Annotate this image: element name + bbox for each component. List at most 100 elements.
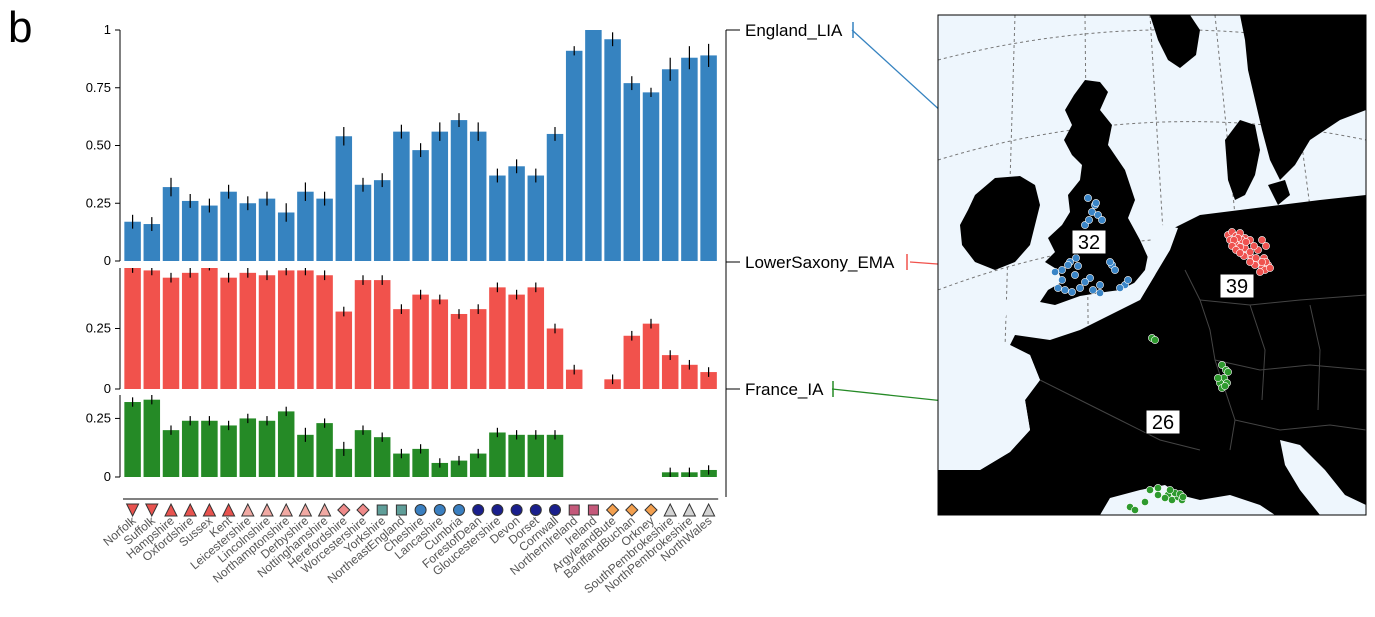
sample-point	[1084, 194, 1092, 202]
bar	[124, 221, 141, 261]
bar	[373, 437, 391, 477]
bar	[354, 280, 372, 389]
region-marker	[260, 502, 274, 517]
bar	[585, 30, 602, 261]
bar	[661, 69, 679, 262]
bar	[162, 430, 180, 477]
bar	[316, 198, 333, 261]
sample-point	[1141, 498, 1149, 506]
bar	[546, 133, 564, 261]
y-tick-label: 0.25	[86, 195, 111, 210]
bar	[489, 175, 506, 261]
bar	[258, 198, 276, 261]
bar	[162, 187, 180, 261]
bar	[412, 294, 429, 389]
bar	[469, 131, 487, 261]
bar	[277, 212, 295, 261]
sample-point	[1252, 254, 1260, 262]
sample-point	[1258, 258, 1266, 266]
sample-point	[1250, 242, 1258, 250]
region-marker	[414, 504, 427, 516]
count-box	[1071, 229, 1107, 255]
sample-point	[1161, 494, 1169, 502]
bar	[661, 355, 679, 389]
bar	[239, 418, 257, 477]
y-tick-label: 0.25	[86, 321, 111, 336]
bar	[181, 272, 199, 389]
bar	[124, 402, 141, 477]
bar	[297, 270, 314, 389]
panel-France_IA: 00.25	[86, 395, 717, 484]
source-label: LowerSaxony_EMA	[745, 253, 895, 272]
map: 32 39 26	[937, 14, 1367, 516]
region-marker	[395, 504, 407, 516]
sample-point	[1258, 236, 1266, 244]
region-marker	[317, 502, 332, 517]
sample-point	[1071, 271, 1079, 279]
map-count-labels: 32 39 26	[1071, 229, 1255, 435]
sample-point	[1236, 249, 1244, 257]
bar	[450, 313, 468, 389]
region-marker	[221, 502, 236, 517]
sample-point	[1151, 336, 1159, 344]
bar	[393, 309, 410, 389]
bar	[642, 323, 660, 389]
region-marker-row	[123, 498, 719, 518]
sample-point	[1214, 374, 1222, 382]
sample-point	[1262, 242, 1270, 250]
map-sea-detail	[938, 225, 1366, 515]
bar	[335, 311, 353, 389]
sample-point	[1224, 368, 1232, 376]
bar	[700, 372, 717, 389]
bar	[604, 39, 621, 261]
region-marker	[549, 504, 561, 516]
bar	[489, 287, 506, 389]
sample-point	[1116, 284, 1124, 292]
region-marker	[279, 502, 294, 517]
sample-point	[1085, 216, 1093, 224]
region-marker	[472, 504, 485, 516]
bar	[450, 120, 468, 261]
bar	[508, 434, 525, 477]
bar	[546, 328, 564, 389]
sample-point	[1068, 288, 1076, 296]
sample-point	[1058, 266, 1066, 274]
count-label: 26	[1152, 412, 1174, 434]
bar	[546, 434, 564, 477]
region-marker	[682, 502, 697, 517]
sample-point	[1096, 289, 1104, 297]
bar	[681, 57, 698, 261]
bar	[220, 277, 237, 389]
bar	[124, 268, 141, 389]
bar	[143, 270, 161, 389]
region-marker	[125, 503, 140, 518]
bar	[412, 150, 429, 261]
region-marker	[298, 502, 313, 517]
region-marker	[453, 504, 465, 516]
bar	[623, 335, 641, 389]
bar	[681, 364, 698, 389]
sample-point	[1064, 261, 1072, 269]
region-marker	[433, 504, 446, 516]
bar	[335, 136, 353, 261]
region-marker	[376, 504, 388, 516]
count-label: 32	[1078, 232, 1100, 254]
sample-point	[1074, 262, 1082, 270]
bar	[642, 92, 660, 262]
bar	[469, 309, 487, 389]
bar	[162, 277, 180, 389]
bar	[527, 287, 545, 389]
map-frame	[937, 14, 1367, 516]
sample-point	[1179, 493, 1187, 501]
y-tick-label: 0	[104, 253, 111, 268]
region-marker	[568, 504, 580, 516]
y-tick-label: 0.75	[86, 80, 111, 95]
y-tick-label: 0.25	[86, 410, 111, 425]
sample-point	[1154, 484, 1162, 492]
bar	[143, 224, 161, 261]
bar	[354, 184, 372, 261]
count-box	[1219, 273, 1255, 299]
region-marker	[644, 503, 658, 517]
bar	[201, 420, 218, 477]
